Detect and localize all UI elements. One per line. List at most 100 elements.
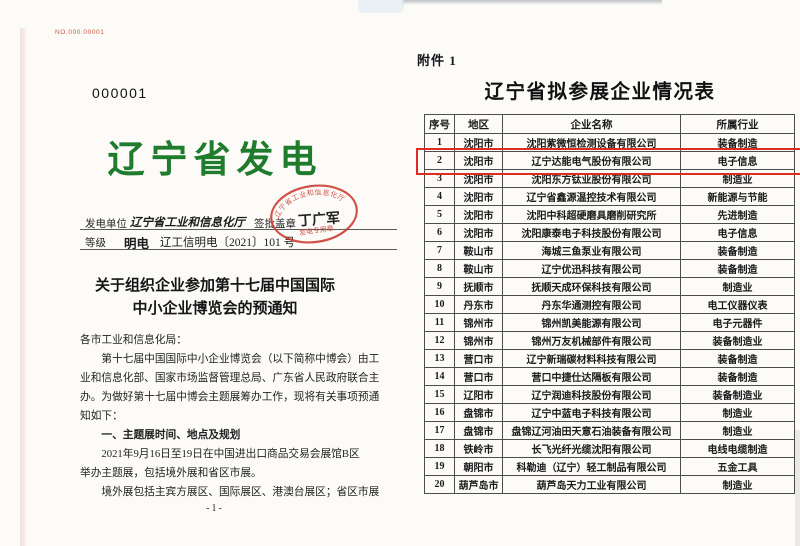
- body-line: 一、主题展时间、地点及规划: [101, 429, 241, 441]
- header-region: 地区: [454, 114, 503, 134]
- cell-region: 盘锦市: [454, 403, 503, 422]
- header-industry: 所属行业: [680, 114, 795, 134]
- company-table-body: 1 沈阳市 沈阳紫微恒检测设备有限公司 装备制造 2 沈阳市 辽宁达能电气股份有限公司 电子信…: [424, 133, 795, 494]
- cell-index: 19: [424, 457, 455, 476]
- cell-industry: 装备制造: [680, 349, 795, 368]
- cell-region: 锦州市: [454, 331, 503, 350]
- scan-edge-shadow-top: [402, 0, 662, 5]
- form-divider-line: [80, 249, 397, 250]
- table-row: 13 营口市 辽宁新瑞碳材料科技有限公司 装备制造: [424, 349, 795, 368]
- cell-industry: 装备制造: [680, 241, 795, 260]
- cell-index: 2: [424, 151, 455, 170]
- cell-region: 沈阳市: [454, 133, 503, 152]
- cell-industry: 电工仪器仪表: [680, 295, 795, 314]
- cell-index: 11: [424, 313, 455, 332]
- cell-company: 沈阳康泰电子科技股份有限公司: [502, 223, 681, 242]
- cell-industry: 装备制造业: [680, 385, 795, 404]
- table-row: 20 葫芦岛市 葫芦岛天力工业有限公司 制造业: [424, 475, 795, 494]
- cell-index: 20: [424, 475, 455, 494]
- table-row: 9 抚顺市 抚顺天成环保科技有限公司 制造业: [424, 277, 795, 296]
- cell-region: 锦州市: [454, 313, 503, 332]
- cell-company: 抚顺天成环保科技有限公司: [502, 277, 681, 296]
- document-serial-red: NO.000.00001: [55, 29, 105, 36]
- table-row: 19 朝阳市 科勒迪（辽宁）轻工制品有限公司 五金工具: [424, 457, 795, 476]
- cell-region: 沈阳市: [454, 169, 503, 188]
- table-row: 2 沈阳市 辽宁达能电气股份有限公司 电子信息: [424, 151, 795, 170]
- cell-company: 辽宁优迅科技有限公司: [502, 259, 681, 278]
- cell-industry: 装备制造: [680, 259, 795, 278]
- body-line: 2021年9月16日至19日在中国进出口商品交易会展馆B区: [101, 448, 360, 460]
- table-row: 3 沈阳市 沈阳东方钛业股份有限公司 制造业: [424, 169, 795, 188]
- cell-company: 辽宁新瑞碳材料科技有限公司: [502, 349, 681, 368]
- cell-region: 铁岭市: [454, 439, 503, 458]
- cell-index: 4: [424, 187, 455, 206]
- issuing-unit-label: 发电单位: [85, 219, 127, 230]
- cell-index: 6: [424, 223, 455, 242]
- table-row: 7 鞍山市 海城三鱼泵业有限公司 装备制造: [424, 241, 795, 260]
- document-serial-black: 000001: [92, 85, 148, 101]
- cell-region: 葫芦岛市: [454, 475, 503, 494]
- attachment-page: 附件 1 辽宁省拟参展企业情况表 序号 地区 企业名称 所属行业 1 沈阳市 沈阳紫…: [400, 0, 800, 546]
- cell-industry: 制造业: [680, 277, 795, 296]
- telegram-masthead: 辽宁省发电: [107, 140, 323, 181]
- header-index: 序号: [424, 114, 455, 134]
- cell-company: 盘锦辽河油田天意石油装备有限公司: [502, 421, 681, 440]
- sign-seal-label: 签批盖章: [254, 219, 296, 230]
- cell-company: 科勒迪（辽宁）轻工制品有限公司: [502, 457, 681, 476]
- cell-company: 锦州凯美能源有限公司: [502, 313, 681, 332]
- subject-line-2: 中小企业博览会的预通知: [132, 301, 298, 317]
- attachment-label: 附件 1: [417, 53, 457, 68]
- table-header-row: 序号 地区 企业名称 所属行业: [424, 114, 795, 134]
- cell-industry: 电子信息: [680, 151, 795, 170]
- body-line: 第十七届中国国际中小企业博览会（以下简称中博会）由工: [101, 353, 380, 365]
- scan-edge-patch: [358, 0, 404, 13]
- table-row: 6 沈阳市 沈阳康泰电子科技股份有限公司 电子信息: [424, 223, 795, 242]
- cell-industry: 制造业: [680, 475, 795, 494]
- cell-industry: 先进制造: [680, 205, 795, 224]
- form-divider-line: [80, 229, 397, 230]
- cell-region: 鞍山市: [454, 241, 503, 260]
- cell-index: 9: [424, 277, 455, 296]
- cell-company: 沈阳中科超硬磨具磨削研究所: [502, 205, 681, 224]
- table-row: 11 锦州市 锦州凯美能源有限公司 电子元器件: [424, 313, 795, 332]
- cell-region: 营口市: [454, 367, 503, 386]
- table-row: 14 营口市 营口中捷仕达隔板有限公司 装备制造: [424, 367, 795, 386]
- cell-index: 8: [424, 259, 455, 278]
- cell-company: 葫芦岛天力工业有限公司: [502, 475, 681, 494]
- body-line: 境外展包括主宾方展区、国际展区、港澳台展区；省区市展: [101, 486, 380, 498]
- cell-industry: 制造业: [680, 421, 795, 440]
- cell-company: 沈阳紫微恒检测设备有限公司: [502, 133, 681, 152]
- cell-industry: 制造业: [680, 169, 795, 188]
- body-line: 知如下：: [80, 410, 123, 422]
- cell-index: 13: [424, 349, 455, 368]
- document-subject: 关于组织企业参加第十七届中国国际 中小企业博览会的预通知: [30, 275, 400, 321]
- cell-index: 18: [424, 439, 455, 458]
- cell-index: 17: [424, 421, 455, 440]
- cell-industry: 电线电缆制造: [680, 439, 795, 458]
- grade-value: 明电: [124, 237, 150, 251]
- cell-index: 7: [424, 241, 455, 260]
- scan-edge-shadow-left: [20, 28, 27, 546]
- cell-industry: 装备制造业: [680, 331, 795, 350]
- cell-company: 辽宁中蓝电子科技有限公司: [502, 403, 681, 422]
- cell-region: 朝阳市: [454, 457, 503, 476]
- cell-region: 营口市: [454, 349, 503, 368]
- cell-index: 1: [424, 133, 455, 152]
- body-line: 各市工业和信息化局：: [80, 334, 187, 346]
- cell-company: 营口中捷仕达隔板有限公司: [502, 367, 681, 386]
- cell-company: 沈阳东方钛业股份有限公司: [502, 169, 681, 188]
- cell-company: 辽宁省鑫源温控技术有限公司: [502, 187, 681, 206]
- cell-industry: 电子元器件: [680, 313, 795, 332]
- table-row: 4 沈阳市 辽宁省鑫源温控技术有限公司 新能源与节能: [424, 187, 795, 206]
- body-line: 办。为做好第十七届中博会主题展筹办工作，现将有关事项预通: [80, 391, 380, 403]
- cell-region: 辽阳市: [454, 385, 503, 404]
- table-row: 10 丹东市 丹东华通测控有限公司 电工仪器仪表: [424, 295, 795, 314]
- table-row: 12 锦州市 锦州万友机械部件有限公司 装备制造业: [424, 331, 795, 350]
- table-row: 8 鞍山市 辽宁优迅科技有限公司 装备制造: [424, 259, 795, 278]
- scan-edge-shadow-right: [795, 430, 800, 546]
- cell-region: 抚顺市: [454, 277, 503, 296]
- signature-name: 丁广军: [297, 211, 341, 230]
- subject-line-1: 关于组织企业参加第十七届中国国际: [94, 278, 335, 294]
- body-line: 举办主题展，包括境外展和省区市展。: [80, 467, 262, 479]
